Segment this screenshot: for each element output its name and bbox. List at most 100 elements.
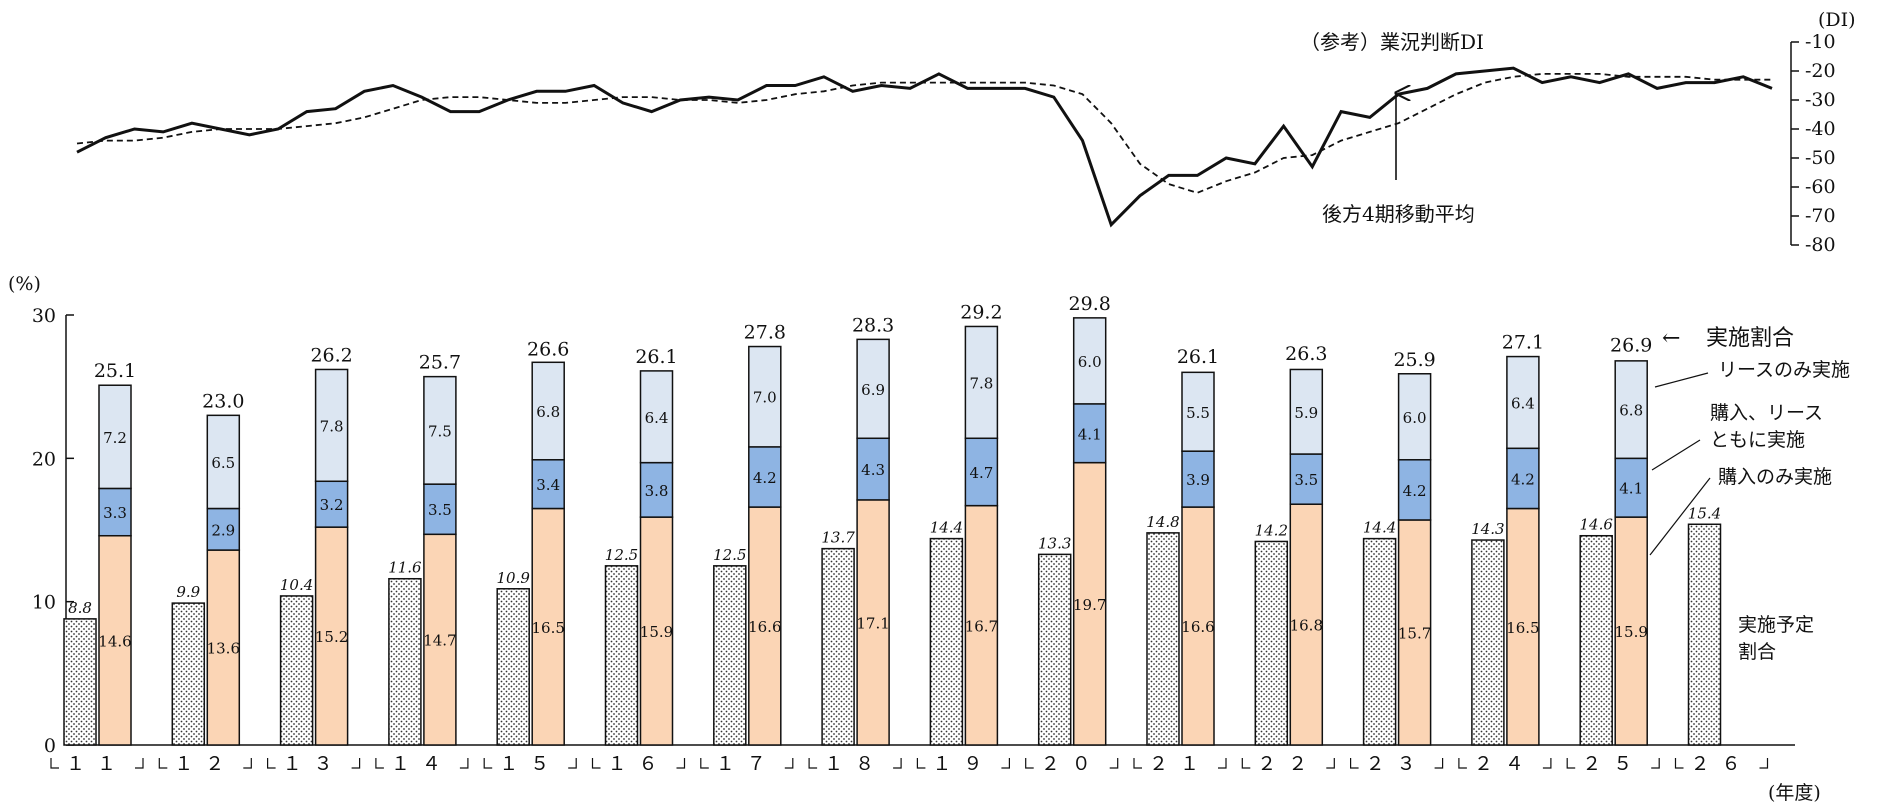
bar-tick-label: 20 — [32, 448, 56, 470]
total-value-label: 26.2 — [310, 344, 352, 366]
buy-only-segment-label: 16.7 — [965, 617, 998, 635]
planned-bar — [1687, 523, 1722, 746]
both-segment-label: 3.4 — [536, 476, 560, 494]
lease-only-segment-label: 7.5 — [428, 422, 452, 440]
category-label: １７ — [716, 753, 778, 775]
legend-buy-only: 購入のみ実施 — [1718, 466, 1832, 488]
di-title: （参考）業況判断DI — [1300, 30, 1484, 54]
planned-bar — [929, 537, 964, 746]
x-unit-label: (年度) — [1768, 782, 1821, 804]
both-segment — [1289, 453, 1324, 505]
both-segment — [314, 480, 349, 528]
buy-only-segment-label: 16.5 — [1506, 619, 1539, 637]
total-value-label: 25.9 — [1393, 349, 1435, 371]
di-moving-average-line — [76, 73, 1772, 194]
lease-only-segment-label: 6.9 — [861, 381, 885, 399]
buy-only-segment-label: 15.9 — [1614, 623, 1647, 641]
legend: ← 実施割合 リースのみ実施 購入、リース ともに実施 購入のみ実施 実施予定 … — [1649, 326, 1850, 663]
category-bracket — [1025, 758, 1119, 769]
category-label: ２４ — [1474, 753, 1536, 775]
category-bracket — [50, 758, 144, 769]
category-bracket — [1458, 758, 1552, 769]
di-tick-label: -20 — [1805, 60, 1836, 82]
total-value-label: 25.7 — [419, 352, 461, 374]
buy-only-segment — [98, 534, 132, 746]
buy-only-segment — [531, 507, 565, 746]
total-value-label: 27.8 — [744, 322, 786, 344]
planned-value-label: 15.4 — [1688, 504, 1721, 522]
lease-only-segment-label: 7.2 — [103, 429, 127, 447]
total-value-label: 26.9 — [1610, 334, 1652, 356]
lease-only-segment — [206, 414, 241, 510]
planned-bar — [279, 595, 314, 746]
category-bracket — [808, 758, 902, 769]
lease-only-segment — [1614, 360, 1648, 460]
both-segment — [964, 437, 999, 507]
di-line-chart: -10 -20 -30 -40 -50 -60 -70 -80 (DI) （参考）業況判断DI… — [76, 9, 1856, 256]
both-segment-label: 3.2 — [320, 496, 344, 514]
category-label: １２ — [174, 753, 236, 775]
planned-bar — [1146, 532, 1180, 746]
both-segment — [206, 507, 241, 551]
di-tick-label: -30 — [1805, 89, 1836, 111]
planned-bar — [604, 565, 639, 746]
planned-value-label: 13.7 — [821, 529, 855, 547]
bar-tick-label: 10 — [32, 592, 56, 614]
buy-only-segment — [1289, 503, 1324, 746]
lease-only-segment — [1397, 373, 1432, 461]
category-bracket — [483, 758, 577, 769]
both-segment — [1506, 447, 1540, 510]
category-bracket — [158, 758, 252, 769]
lease-only-segment — [748, 345, 782, 448]
both-segment — [98, 487, 132, 537]
legend-total: 実施割合 — [1706, 326, 1794, 351]
bar-tick-label: 0 — [44, 735, 56, 757]
both-segment-label: 3.9 — [1186, 471, 1210, 489]
planned-value-label: 9.9 — [176, 583, 200, 601]
planned-value-label: 14.8 — [1146, 513, 1179, 531]
lease-only-segment-label: 6.8 — [536, 403, 560, 421]
buy-only-segment-label: 16.6 — [1181, 618, 1214, 636]
di-tick-label: -50 — [1805, 147, 1836, 169]
both-segment-label: 3.5 — [1294, 471, 1318, 489]
planned-value-label: 12.5 — [605, 546, 638, 564]
buy-only-segment-label: 15.9 — [640, 623, 673, 641]
lease-only-segment-label: 6.4 — [645, 409, 669, 427]
both-segment-label: 4.7 — [969, 464, 993, 482]
lease-only-segment-label: 6.0 — [1078, 353, 1102, 371]
moving-average-label: 後方4期移動平均 — [1322, 202, 1475, 226]
category-label: ２２ — [1257, 753, 1319, 775]
total-value-label: 26.1 — [1177, 346, 1219, 368]
lease-only-segment-label: 7.8 — [320, 417, 344, 435]
category-bracket — [1241, 758, 1335, 769]
both-segment-label: 4.1 — [1619, 480, 1643, 498]
category-label: １８ — [824, 753, 886, 775]
legend-leader-buy-only — [1649, 477, 1711, 556]
both-segment-label: 3.3 — [103, 504, 127, 522]
buy-only-segment — [314, 526, 349, 746]
di-tick-label: -70 — [1805, 205, 1836, 227]
category-label: １５ — [499, 753, 561, 775]
bar-tick-label: 30 — [32, 305, 56, 327]
both-segment — [1397, 459, 1432, 521]
lease-only-segment-label: 6.5 — [211, 454, 235, 472]
category-bracket — [375, 758, 469, 769]
both-segment-label: 4.3 — [861, 461, 885, 479]
buy-only-segment-label: 14.7 — [423, 632, 456, 650]
planned-value-label: 14.6 — [1579, 516, 1613, 534]
planned-bar — [171, 602, 206, 746]
planned-value-label: 14.4 — [930, 519, 963, 537]
category-bracket — [591, 758, 686, 769]
x-category-labels: １１ １２ １３ １４ １５ １６ １７ １８ １９ ２０ ２１ ２２ ２３ ２４ ２５ ２６ — [50, 753, 1769, 775]
both-segment — [856, 437, 890, 501]
legend-planned-line2: 割合 — [1738, 641, 1776, 663]
category-label: ２５ — [1582, 753, 1644, 775]
buy-only-segment — [964, 504, 999, 746]
buy-only-segment-label: 13.6 — [207, 640, 240, 658]
legend-leader-both — [1651, 439, 1701, 471]
lease-only-segment — [423, 375, 457, 485]
total-value-label: 27.1 — [1502, 332, 1544, 354]
di-y-ticks: -10 -20 -30 -40 -50 -60 -70 -80 — [1791, 31, 1836, 256]
lease-only-segment-label: 6.0 — [1403, 409, 1427, 427]
